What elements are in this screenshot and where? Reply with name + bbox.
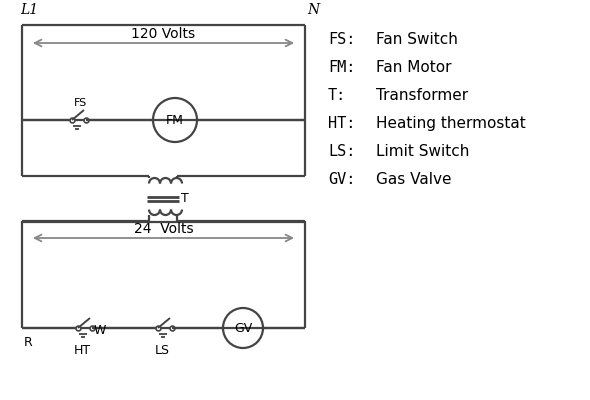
- Text: T: T: [181, 192, 189, 206]
- Text: Heating thermostat: Heating thermostat: [376, 116, 526, 131]
- Text: T:: T:: [328, 88, 346, 103]
- Text: N: N: [307, 3, 319, 17]
- Text: FM: FM: [166, 114, 184, 126]
- Text: LS:: LS:: [328, 144, 355, 159]
- Text: Fan Motor: Fan Motor: [376, 60, 451, 75]
- Text: R: R: [24, 336, 33, 349]
- Text: Gas Valve: Gas Valve: [376, 172, 451, 187]
- Text: W: W: [94, 324, 106, 336]
- Text: Limit Switch: Limit Switch: [376, 144, 470, 159]
- Text: HT:: HT:: [328, 116, 355, 131]
- Text: GV:: GV:: [328, 172, 355, 187]
- Text: Transformer: Transformer: [376, 88, 468, 103]
- Text: GV: GV: [234, 322, 252, 334]
- Text: FS:: FS:: [328, 32, 355, 47]
- Text: FS: FS: [74, 98, 87, 108]
- Text: FM:: FM:: [328, 60, 355, 75]
- Text: HT: HT: [73, 344, 90, 357]
- Text: Fan Switch: Fan Switch: [376, 32, 458, 47]
- Text: LS: LS: [155, 344, 169, 357]
- Text: L1: L1: [20, 3, 38, 17]
- Text: 120 Volts: 120 Volts: [132, 27, 195, 41]
- Text: 24  Volts: 24 Volts: [134, 222, 194, 236]
